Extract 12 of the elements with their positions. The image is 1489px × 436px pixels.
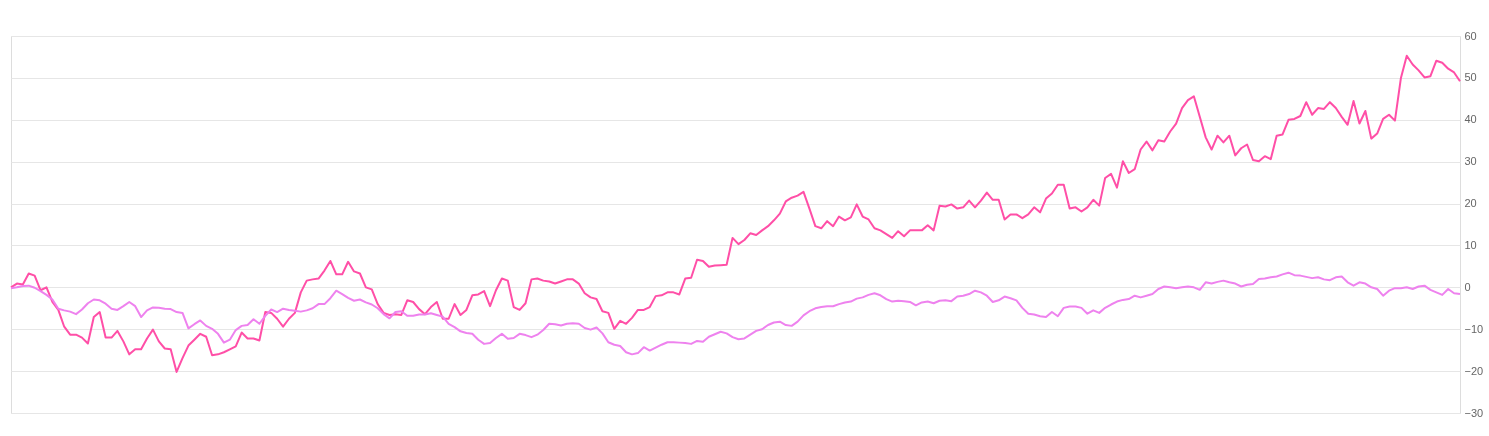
y-tick-label: −10 <box>1464 322 1484 335</box>
y-tick-label: 40 <box>1464 113 1477 126</box>
y-tick-label: −30 <box>1464 406 1484 419</box>
y-tick-label: 30 <box>1464 155 1477 168</box>
line-series <box>10 271 1461 356</box>
line-series <box>10 54 1461 373</box>
y-tick-label: 10 <box>1464 238 1477 251</box>
y-tick-label: 60 <box>1464 29 1477 42</box>
y-tick-label: −20 <box>1464 364 1484 377</box>
y-tick-label: 50 <box>1464 71 1477 84</box>
y-tick-label: 0 <box>1464 280 1471 293</box>
y-tick-label: 20 <box>1464 197 1477 210</box>
